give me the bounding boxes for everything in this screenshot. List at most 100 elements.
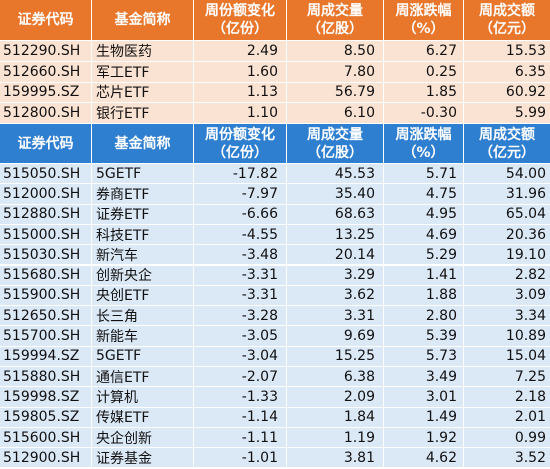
change-pct-cell: 0.25	[384, 61, 464, 83]
code-cell: 512650.SH	[0, 306, 92, 327]
name-cell: 央创ETF	[92, 285, 194, 307]
name-cell: 5GETF	[92, 164, 194, 185]
share-change-cell: -1.14	[194, 407, 287, 428]
table1-row: 512800.SH 银行ETF 1.10 6.10 -0.30 5.99	[0, 103, 550, 124]
share-change-cell: -2.07	[194, 367, 287, 388]
turnover-cell: 60.92	[464, 82, 550, 104]
change-pct-cell: 5.39	[384, 326, 464, 347]
share-change-cell: -3.48	[194, 245, 287, 266]
volume-cell: 1.19	[287, 427, 384, 449]
code-cell: 515680.SH	[0, 265, 92, 286]
name-cell: 新能车	[92, 326, 194, 347]
change-pct-cell: 3.49	[384, 367, 464, 388]
table1-row: 159995.SZ 芯片ETF 1.13 56.79 1.85 60.92	[0, 82, 550, 104]
turnover-cell: 20.36	[464, 224, 550, 246]
share-change-cell: 1.10	[194, 103, 287, 124]
code-cell: 512880.SH	[0, 204, 92, 225]
volume-cell: 56.79	[287, 82, 384, 104]
name-cell: 长三角	[92, 306, 194, 327]
share-change-cell: -3.05	[194, 326, 287, 347]
volume-cell: 3.62	[287, 285, 384, 307]
change-pct-cell: -0.30	[384, 103, 464, 124]
share-change-cell: -3.28	[194, 306, 287, 327]
turnover-cell: 19.10	[464, 245, 550, 266]
turnover-cell: 54.00	[464, 164, 550, 185]
table1-header-share-change: 周份额变化 （亿份）	[194, 0, 287, 41]
table2-row: 515030.SH 新汽车 -3.48 20.14 5.29 19.10	[0, 245, 550, 266]
volume-cell: 35.40	[287, 184, 384, 205]
table2-header-share-change: 周份额变化 （亿份）	[194, 124, 287, 164]
name-cell: 科技ETF	[92, 224, 194, 246]
table2-row: 159998.SZ 计算机 -1.33 2.09 3.01 2.18	[0, 387, 550, 408]
name-cell: 计算机	[92, 387, 194, 408]
share-change-cell: -1.01	[194, 448, 287, 469]
volume-cell: 3.29	[287, 265, 384, 286]
share-change-cell: -3.31	[194, 265, 287, 286]
name-cell: 新汽车	[92, 245, 194, 266]
turnover-cell: 65.04	[464, 204, 550, 225]
table2-row: 515900.SH 央创ETF -3.31 3.62 1.88 3.09	[0, 285, 550, 307]
volume-cell: 1.84	[287, 407, 384, 428]
code-cell: 515030.SH	[0, 245, 92, 266]
table2-header-volume: 周成交量 （亿股）	[287, 124, 384, 164]
turnover-cell: 0.99	[464, 427, 550, 449]
volume-cell: 15.25	[287, 346, 384, 367]
table2-row: 512880.SH 证券ETF -6.66 68.63 4.95 65.04	[0, 204, 550, 225]
table1-row: 512290.SH 生物医药 2.49 8.50 6.27 15.53	[0, 41, 550, 62]
change-pct-cell: 1.88	[384, 285, 464, 307]
change-pct-cell: 1.49	[384, 407, 464, 428]
code-cell: 515000.SH	[0, 224, 92, 246]
table2-header-row: 证券代码 基金简称 周份额变化 （亿份） 周成交量 （亿股） 周涨跌幅 （%） 周成交…	[0, 124, 550, 164]
volume-cell: 7.80	[287, 61, 384, 83]
change-pct-cell: 2.80	[384, 306, 464, 327]
table2-row: 515880.SH 通信ETF -2.07 6.38 3.49 7.25	[0, 367, 550, 388]
turnover-cell: 15.53	[464, 41, 550, 62]
share-change-cell: -4.55	[194, 224, 287, 246]
code-cell: 159998.SZ	[0, 387, 92, 408]
volume-cell: 6.10	[287, 103, 384, 124]
name-cell: 证券基金	[92, 448, 194, 469]
volume-cell: 8.50	[287, 41, 384, 62]
name-cell: 创新央企	[92, 265, 194, 286]
turnover-cell: 2.01	[464, 407, 550, 428]
turnover-cell: 3.09	[464, 285, 550, 307]
volume-cell: 45.53	[287, 164, 384, 185]
table2-row: 512900.SH 证券基金 -1.01 3.81 4.62 3.52	[0, 448, 550, 469]
table2-row: 515680.SH 创新央企 -3.31 3.29 1.41 2.82	[0, 265, 550, 286]
name-cell: 银行ETF	[92, 103, 194, 124]
code-cell: 515050.SH	[0, 164, 92, 185]
change-pct-cell: 5.73	[384, 346, 464, 367]
name-cell: 央企创新	[92, 427, 194, 449]
table1-header-change-pct: 周涨跌幅 （%）	[384, 0, 464, 41]
name-cell: 传媒ETF	[92, 407, 194, 428]
share-change-cell: -6.66	[194, 204, 287, 225]
table2-header-change-pct: 周涨跌幅 （%）	[384, 124, 464, 164]
share-change-cell: -3.31	[194, 285, 287, 307]
change-pct-cell: 5.29	[384, 245, 464, 266]
table2-row: 512000.SH 券商ETF -7.97 35.40 4.75 31.96	[0, 184, 550, 205]
table1-header-turnover: 周成交额 （亿元）	[464, 0, 550, 41]
change-pct-cell: 4.69	[384, 224, 464, 246]
code-cell: 512800.SH	[0, 103, 92, 124]
name-cell: 通信ETF	[92, 367, 194, 388]
table2-row: 515000.SH 科技ETF -4.55 13.25 4.69 20.36	[0, 224, 550, 246]
volume-cell: 2.09	[287, 387, 384, 408]
name-cell: 军工ETF	[92, 61, 194, 83]
change-pct-cell: 4.95	[384, 204, 464, 225]
change-pct-cell: 1.85	[384, 82, 464, 104]
share-change-cell: -3.04	[194, 346, 287, 367]
change-pct-cell: 3.01	[384, 387, 464, 408]
volume-cell: 6.38	[287, 367, 384, 388]
table2-row: 159805.SZ 传媒ETF -1.14 1.84 1.49 2.01	[0, 407, 550, 428]
change-pct-cell: 5.71	[384, 164, 464, 185]
turnover-cell: 31.96	[464, 184, 550, 205]
share-change-cell: 2.49	[194, 41, 287, 62]
code-cell: 159995.SZ	[0, 82, 92, 104]
name-cell: 证券ETF	[92, 204, 194, 225]
share-change-cell: -1.11	[194, 427, 287, 449]
share-change-cell: 1.60	[194, 61, 287, 83]
turnover-cell: 5.99	[464, 103, 550, 124]
turnover-cell: 6.35	[464, 61, 550, 83]
code-cell: 159805.SZ	[0, 407, 92, 428]
